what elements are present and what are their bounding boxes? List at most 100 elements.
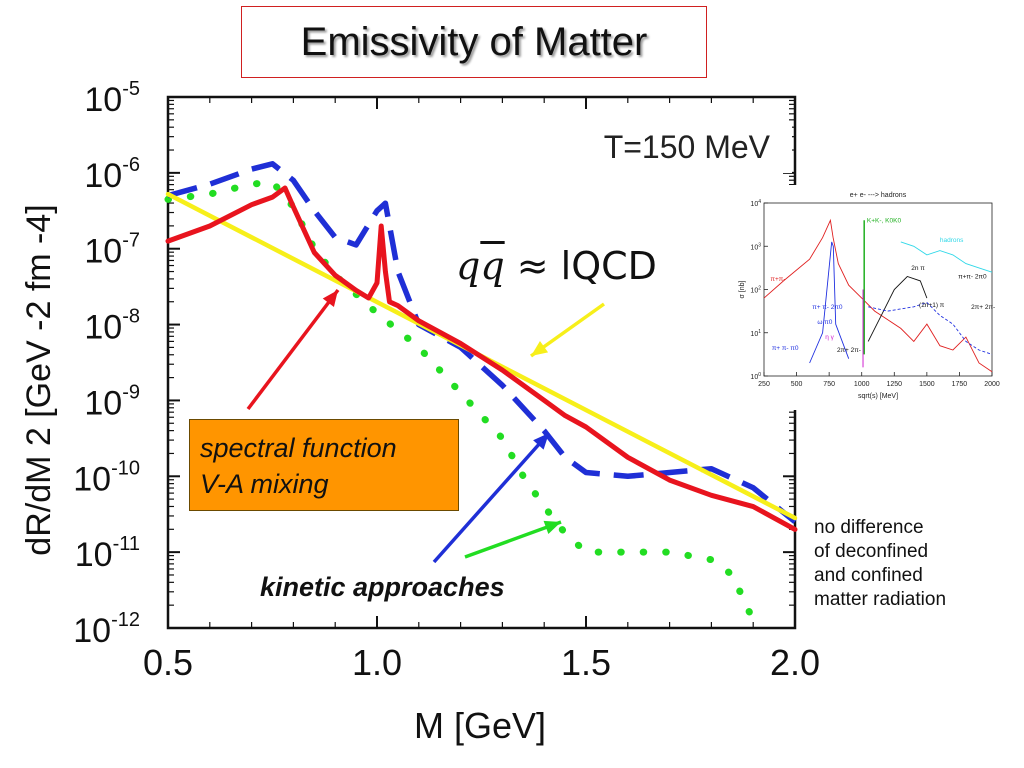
inset-title: e+ e- ---> hadrons <box>850 192 907 199</box>
x-tick-label: 2.0 <box>770 642 820 683</box>
y-tick-exp: -7 <box>122 230 140 252</box>
inset-y-tick-exp: 2 <box>758 286 761 292</box>
y-tick-base: 10 <box>84 81 122 119</box>
inset-label-n1pi: (2n+1) π <box>919 302 945 309</box>
y-tick-exp: -5 <box>122 78 140 100</box>
inset-label-pi2pi: π+π- 2π0 <box>958 274 987 281</box>
inset-x-tick-label: 1750 <box>952 381 968 388</box>
qq-q: q <box>456 244 481 288</box>
inset-label-pipipi0: π+ π- 2π0 <box>812 304 843 311</box>
inset-x-tick-label: 500 <box>791 381 803 388</box>
red-arrow <box>246 288 340 411</box>
y-tick-base: 10 <box>75 536 113 574</box>
note-line-3: and confined <box>814 565 923 586</box>
y-tick-exp: -12 <box>111 609 140 631</box>
inset-label-omegapi: ω π0 <box>817 319 832 326</box>
inset-y-tick-exp: 1 <box>758 329 761 335</box>
inset-series-cyan <box>900 241 993 273</box>
blue-arrow <box>432 431 551 564</box>
inset-y-tick-base: 10 <box>750 244 758 251</box>
red-arrow-shaft <box>246 288 340 411</box>
note-line-1: no difference <box>814 517 924 538</box>
inset-y-tick-exp: 0 <box>758 372 761 378</box>
qq-rest: ≈ lQCD <box>504 244 657 288</box>
inset-y-tick-label: 100 <box>750 372 761 381</box>
inset-label-twopi2: 2π+ 2π- <box>971 304 995 311</box>
arrows <box>246 288 606 564</box>
inset-label-pipi: π+π- <box>771 276 786 283</box>
spectral-function-callout: spectral function V-A mixing <box>189 419 459 511</box>
temperature-bg <box>552 125 792 173</box>
inset-y-tick-label: 103 <box>750 242 761 251</box>
spectral-line-1: spectral function <box>200 433 397 463</box>
green-arrow-shaft <box>464 520 562 559</box>
y-tick-base: 10 <box>73 612 111 650</box>
x-tick-labels: 0.5 1.0 1.5 2.0 <box>143 642 820 683</box>
y-tick-base: 10 <box>84 309 122 347</box>
y-axis-label-group: dR/dM 2 [GeV -2 fm -4] <box>20 204 58 555</box>
green-arrow <box>464 520 562 559</box>
yellow-arrow <box>529 302 606 358</box>
y-tick-exp: -6 <box>122 154 140 176</box>
y-tick-exp: -10 <box>111 457 140 479</box>
inset-y-tick-label: 101 <box>750 329 761 338</box>
inset-chart: e+ e- ---> hadrons 250 500 750 1000 1250 1500 1… <box>736 185 1000 410</box>
x-tick-label: 1.0 <box>352 642 402 683</box>
y-tick-exp: -8 <box>122 306 140 328</box>
plot-border <box>166 95 797 630</box>
qq-qbar: q <box>480 244 505 288</box>
x-tick-label: 0.5 <box>143 642 193 683</box>
inset-y-tick-label: 104 <box>750 199 761 208</box>
inset-label-pipipi: π+ π- π0 <box>772 345 799 352</box>
y-tick-exp: -9 <box>122 381 140 403</box>
y-tick-label: 10-11 <box>75 533 140 574</box>
inset-x-tick-label: 1000 <box>854 381 870 388</box>
page-title: Emissivity of Matter <box>241 6 707 78</box>
inset-x-tick-label: 750 <box>823 381 835 388</box>
y-tick-label: 10-10 <box>73 457 140 498</box>
series-line-blue <box>167 161 797 524</box>
x-tick-label: 1.5 <box>561 642 611 683</box>
y-tick-label: 10-8 <box>84 306 140 347</box>
inset-label-hadrons: hadrons <box>940 237 964 244</box>
y-tick-base: 10 <box>84 157 122 195</box>
inset-series-red <box>763 218 993 373</box>
note-line-4: matter radiation <box>814 589 947 610</box>
y-tick-label: 10-9 <box>84 381 140 422</box>
inset-y-label: σ [nb] <box>739 280 746 298</box>
inset-label-twopitwopi: 2π+ 2π- <box>837 347 861 354</box>
y-tick-base: 10 <box>73 460 111 498</box>
inset-background <box>736 185 1000 410</box>
blue-arrow-shaft <box>432 431 551 564</box>
y-tick-base: 10 <box>84 233 122 271</box>
note-text: no difference of deconfined and confined… <box>814 516 946 612</box>
kinetic-approaches-label: kinetic approaches <box>260 572 505 602</box>
spectral-line-2: V-A mixing <box>200 469 329 499</box>
y-tick-base: 10 <box>84 384 122 422</box>
series-line-red <box>165 185 798 532</box>
blue-arrow-head <box>533 433 549 450</box>
inset-y-tick-base: 10 <box>750 374 758 381</box>
inset-series-blue-dash <box>868 301 993 355</box>
temperature-label: T=150 MeV <box>604 129 771 165</box>
inset-series-black <box>867 275 928 342</box>
y-tick-label: 10-7 <box>84 230 140 271</box>
y-tick-label: 10-6 <box>84 154 140 195</box>
inset-label-twopi: 2n π <box>911 265 925 272</box>
inset-label-eta: η γ <box>825 334 834 341</box>
inset-x-label: sqrt(s) [MeV] <box>858 393 898 400</box>
series-group <box>164 161 798 624</box>
inset-y-tick-exp: 4 <box>758 199 761 205</box>
inset-y-tick-exp: 3 <box>758 242 761 248</box>
inset-y-tick-label: 102 <box>750 286 761 295</box>
note-line-2: of deconfined <box>814 541 929 562</box>
inset-label-kk: K+K-, K0K0 <box>867 217 902 224</box>
inset-y-tick-base: 10 <box>750 288 758 295</box>
y-tick-label: 10-5 <box>84 78 140 119</box>
inset-x-tick-label: 1500 <box>919 381 935 388</box>
inset-y-tick-base: 10 <box>750 201 758 208</box>
yellow-arrow-head <box>531 341 549 356</box>
plot-frame <box>166 95 797 630</box>
